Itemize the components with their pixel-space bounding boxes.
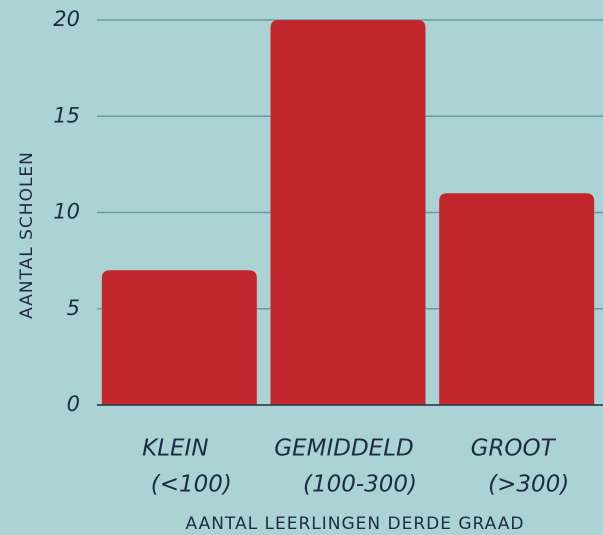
y-tick-label: 0 — [67, 392, 80, 416]
x-tick-label: KLEIN — [142, 436, 208, 462]
x-tick-label: (<100) — [151, 472, 232, 498]
y-tick-label: 5 — [67, 296, 80, 320]
y-tick-label: 10 — [53, 200, 80, 224]
x-tick-label: (>300) — [488, 472, 569, 498]
y-tick-label: 15 — [53, 103, 80, 127]
bar — [270, 20, 426, 405]
x-axis-label: AANTAL LEERLINGEN DERDE GRAAD — [185, 514, 524, 534]
bar — [101, 270, 257, 405]
x-tick-label: GROOT — [471, 436, 557, 462]
x-tick-label: (100-300) — [303, 472, 417, 498]
x-tick-label: GEMIDDELD — [274, 436, 413, 462]
bar — [439, 193, 595, 405]
y-tick-label: 20 — [53, 7, 80, 31]
y-axis-label: AANTAL SCHOLEN — [17, 151, 37, 319]
